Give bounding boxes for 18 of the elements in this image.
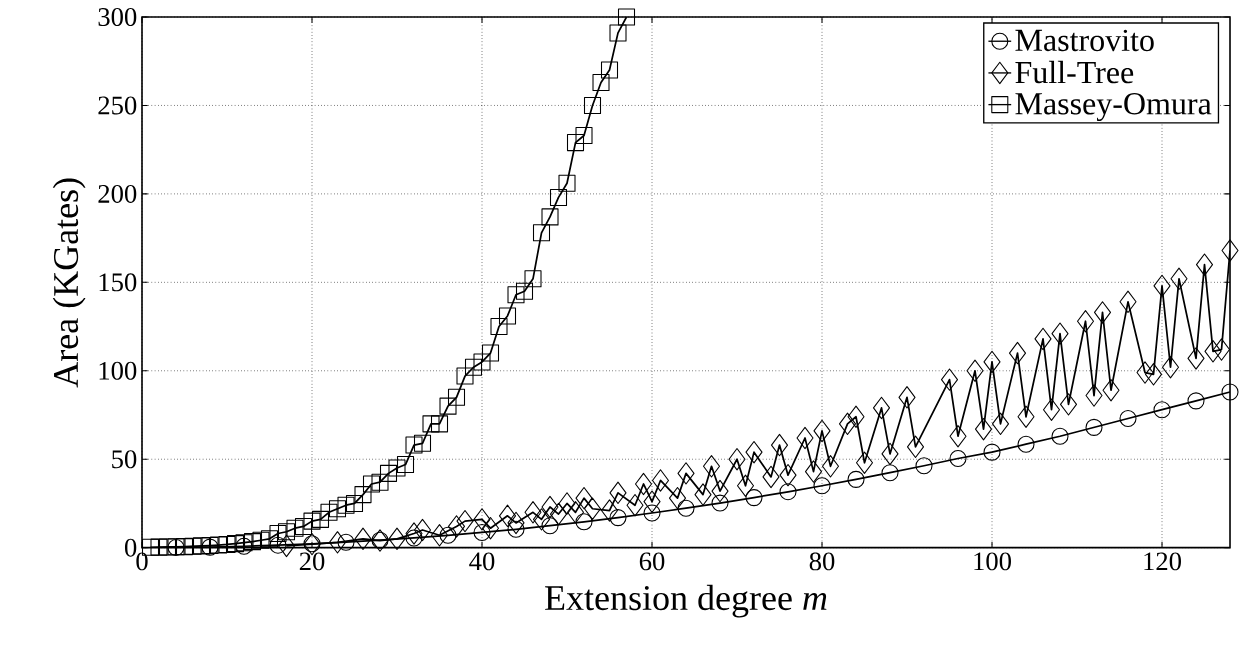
y-tick-label: 100 xyxy=(99,361,137,380)
x-axis-title: Extension degree m xyxy=(545,584,827,618)
y-tick-label: 300 xyxy=(98,8,137,26)
y-tick-label: 0 xyxy=(124,538,137,557)
legend-label: Full-Tree xyxy=(1015,60,1134,84)
x-tick-label: 60 xyxy=(639,552,665,571)
x-tick-label: 120 xyxy=(1144,552,1181,571)
y-axis-title: Area (KGates) xyxy=(52,178,86,388)
legend-label: Mastrovito xyxy=(1015,29,1154,52)
x-tick-label: 20 xyxy=(299,552,325,571)
legend-label: Massey-Omura xyxy=(1015,93,1212,122)
y-tick-label: 150 xyxy=(99,273,137,292)
x-tick-label: 80 xyxy=(809,552,835,571)
y-tick-label: 200 xyxy=(98,184,137,203)
x-tick-label: 40 xyxy=(469,552,495,571)
y-tick-label: 50 xyxy=(112,450,137,469)
y-tick-label: 250 xyxy=(98,96,137,115)
x-tick-label: 100 xyxy=(974,552,1011,571)
